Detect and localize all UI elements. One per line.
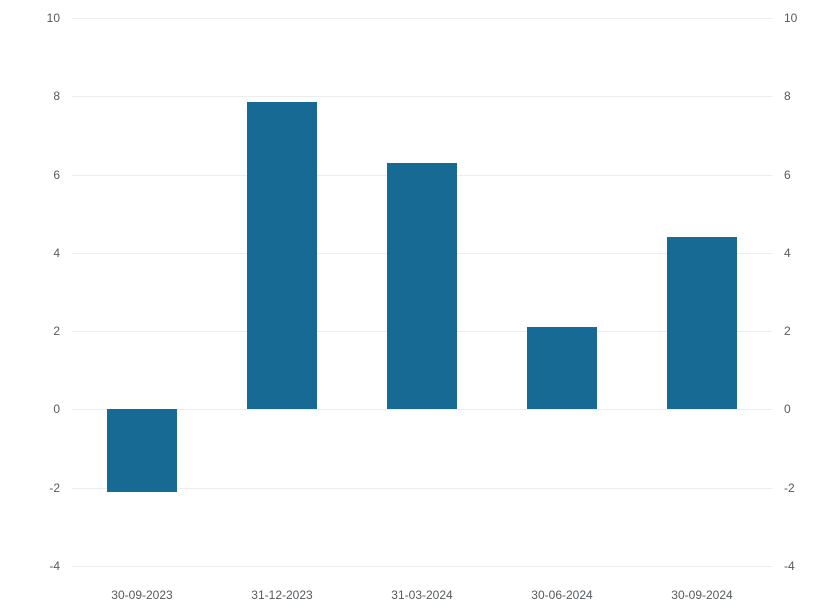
x-tick: 30-09-2023 [111, 588, 172, 602]
y-tick-right: 4 [784, 246, 791, 260]
y-tick-right: -4 [784, 559, 795, 573]
gridline [72, 96, 772, 97]
y-tick-left: 0 [53, 402, 60, 416]
bar [247, 102, 317, 409]
x-tick: 30-06-2024 [531, 588, 592, 602]
gridline [72, 409, 772, 410]
bar [387, 163, 457, 410]
x-tick: 30-09-2024 [671, 588, 732, 602]
y-tick-left: -4 [49, 559, 60, 573]
y-tick-left: 6 [53, 168, 60, 182]
bar [667, 237, 737, 409]
y-tick-right: 6 [784, 168, 791, 182]
y-tick-left: 2 [53, 324, 60, 338]
gridline [72, 18, 772, 19]
y-tick-left: -2 [49, 481, 60, 495]
y-tick-left: 4 [53, 246, 60, 260]
bar [107, 409, 177, 491]
gridline [72, 566, 772, 567]
y-tick-right: 10 [784, 11, 797, 25]
plot-area [72, 18, 772, 566]
gridline [72, 488, 772, 489]
y-tick-left: 10 [47, 11, 60, 25]
y-tick-right: -2 [784, 481, 795, 495]
bar-chart: -4 -4 -2 -2 0 0 2 2 4 4 6 6 8 8 10 10 30-09-2023 31-12-20… [0, 0, 831, 608]
y-tick-left: 8 [53, 89, 60, 103]
x-tick: 31-03-2024 [391, 588, 452, 602]
bar [527, 327, 597, 409]
y-tick-right: 8 [784, 89, 791, 103]
y-tick-right: 2 [784, 324, 791, 338]
y-tick-right: 0 [784, 402, 791, 416]
x-tick: 31-12-2023 [251, 588, 312, 602]
